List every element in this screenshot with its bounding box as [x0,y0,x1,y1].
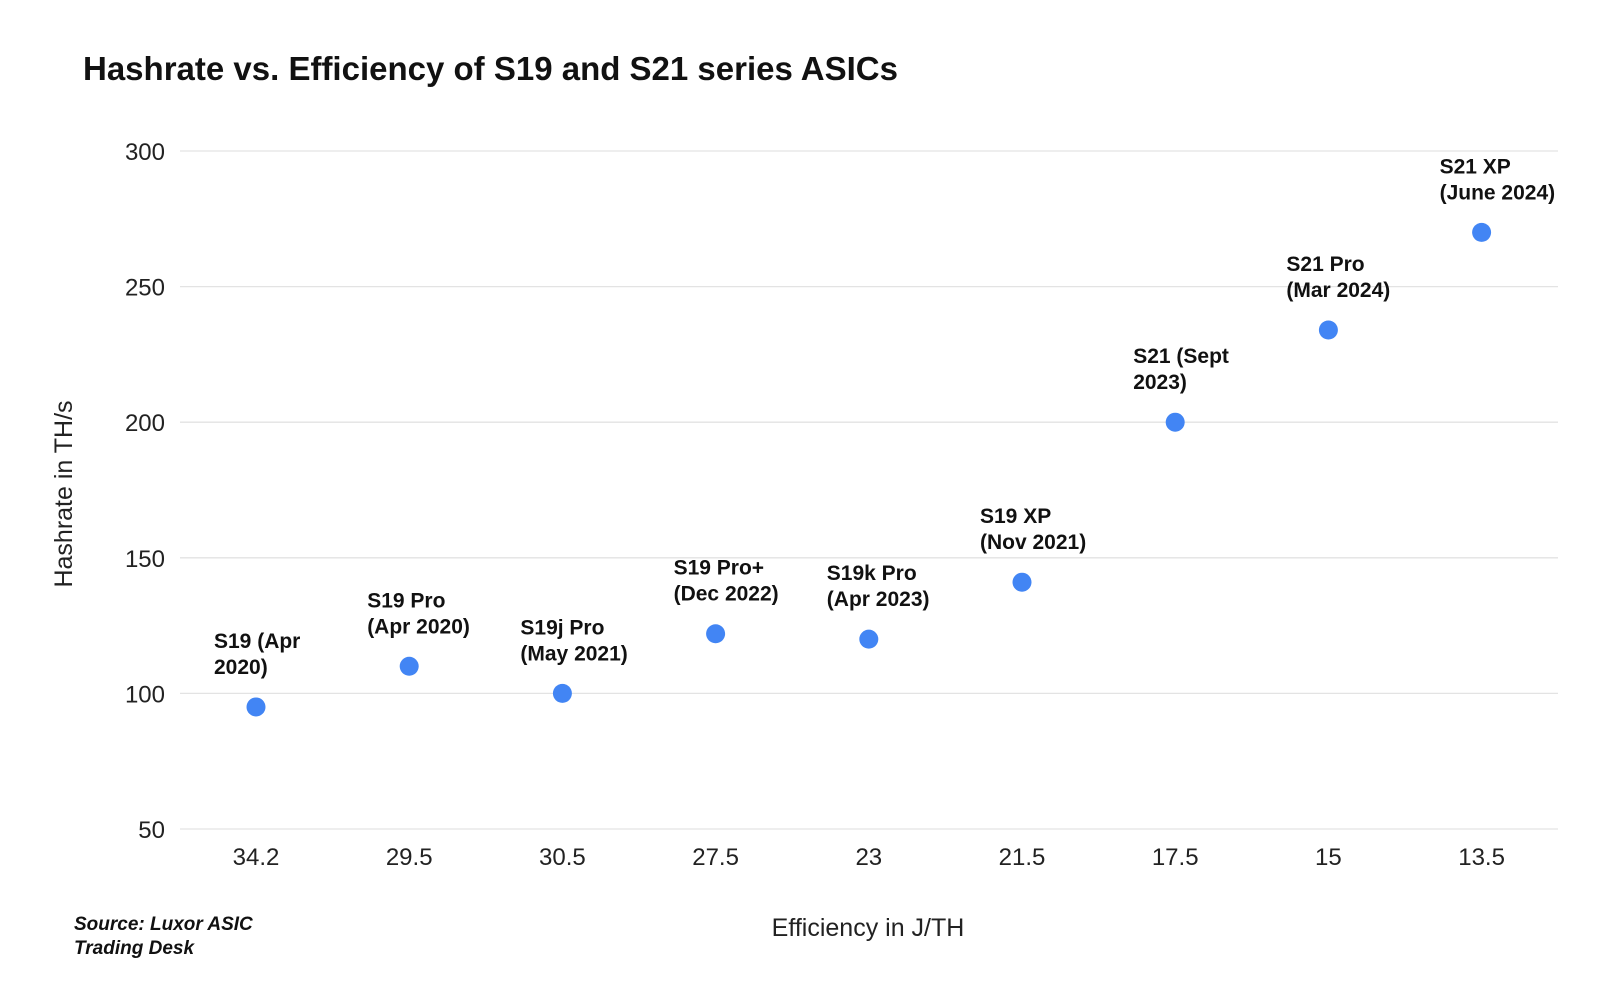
x-tick-label: 21.5 [999,844,1046,871]
data-label: (Dec 2022) [674,583,779,606]
y-tick-label: 150 [125,546,165,573]
data-point [859,629,879,649]
data-label: (June 2024) [1440,181,1556,204]
data-label: S19j Pro [520,616,604,639]
chart-title: Hashrate vs. Efficiency of S19 and S21 s… [83,50,898,87]
x-tick-label: 17.5 [1152,844,1199,871]
data-points [246,222,1492,717]
y-tick-label: 300 [125,139,165,166]
data-label: (Nov 2021) [980,531,1086,554]
x-tick-label: 30.5 [539,844,586,871]
data-point [1472,222,1492,242]
data-label: S19 Pro [367,589,445,612]
point-labels: S19 (Apr 2020) S19 Pro (Apr 2020) S19j Pro (M… [214,155,1555,679]
data-label: (Apr 2020) [367,615,470,638]
y-axis-title: Hashrate in TH/s [50,400,78,587]
data-label: S19 (Apr [214,630,300,653]
y-tick-label: 250 [125,275,165,302]
x-tick-label: 29.5 [386,844,433,871]
data-label: S21 (Sept [1133,345,1229,368]
x-tick-label: 34.2 [233,844,280,871]
data-label: S19 XP [980,505,1051,528]
data-point [246,697,266,717]
data-point [552,683,572,703]
data-label: (Mar 2024) [1286,279,1390,302]
y-tick-label: 50 [138,817,165,844]
y-tick-label: 200 [125,410,165,437]
data-label: (May 2021) [520,642,627,665]
x-axis-title: Efficiency in J/TH [772,914,965,942]
data-point [1318,320,1338,340]
x-tick-label: 23 [855,844,882,871]
data-label: S21 XP [1440,155,1511,178]
data-label: S19k Pro [827,562,917,585]
data-label: (Apr 2023) [827,588,930,611]
data-point [399,656,419,676]
data-label: S21 Pro [1286,253,1364,276]
data-point [1012,572,1032,592]
data-label: 2020) [214,656,268,679]
x-axis-ticks: 34.2 29.5 30.5 27.5 23 21.5 17.5 15 13.5 [233,844,1505,871]
x-tick-label: 15 [1315,844,1342,871]
data-point [706,624,726,644]
y-axis-ticks: 50 100 150 200 250 300 [125,139,165,844]
data-point [1165,412,1185,432]
data-label: S19 Pro+ [674,557,764,580]
gridlines [180,150,1558,830]
x-tick-label: 27.5 [692,844,739,871]
x-tick-label: 13.5 [1458,844,1505,871]
data-label: 2023) [1133,371,1187,394]
y-tick-label: 100 [125,681,165,708]
source-note: Source: Luxor ASIC Trading Desk [74,914,253,959]
